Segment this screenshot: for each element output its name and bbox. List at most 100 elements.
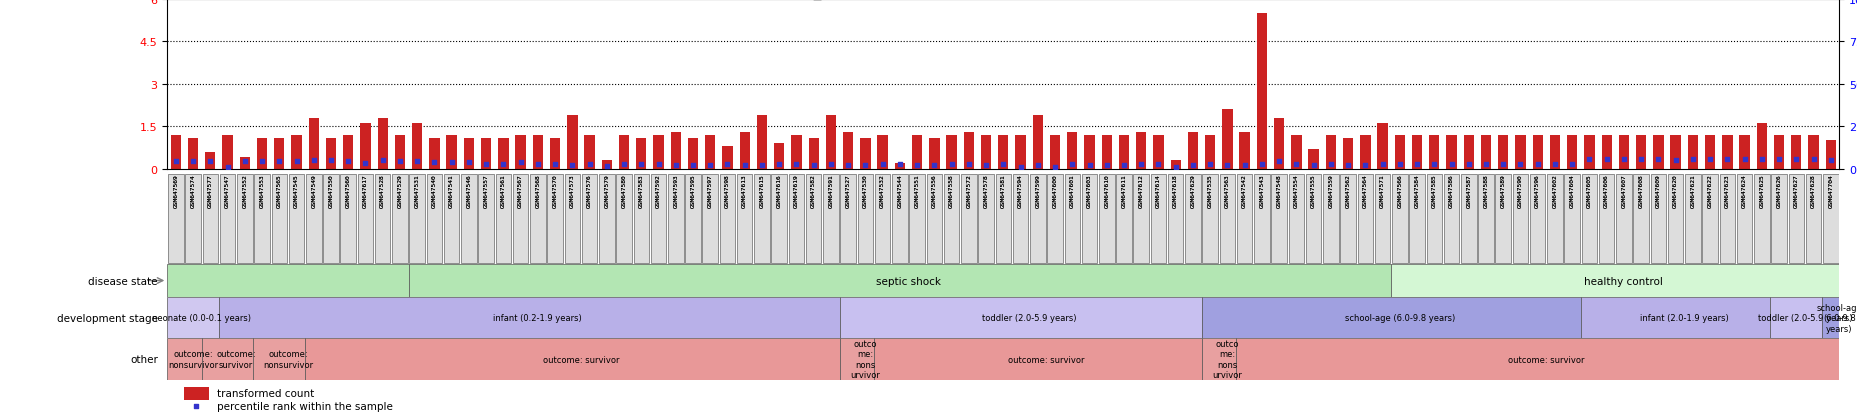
Bar xyxy=(219,297,839,339)
Point xyxy=(1539,162,1569,169)
Text: GSM647588: GSM647588 xyxy=(1482,174,1487,208)
Point xyxy=(1712,157,1742,163)
Point xyxy=(1161,164,1190,171)
FancyBboxPatch shape xyxy=(617,175,631,263)
Text: GSM647577: GSM647577 xyxy=(208,174,214,208)
FancyBboxPatch shape xyxy=(1599,175,1614,263)
Text: GSM647543: GSM647543 xyxy=(1259,174,1265,208)
Text: outco
me:
nons
urvivor: outco me: nons urvivor xyxy=(851,339,880,380)
Text: GSM647629: GSM647629 xyxy=(1190,174,1194,208)
Text: GSM647541: GSM647541 xyxy=(449,174,453,208)
Point xyxy=(1781,156,1811,163)
Text: GSM647585: GSM647585 xyxy=(1432,174,1435,208)
Text: GSM647546: GSM647546 xyxy=(466,174,472,208)
Text: GSM647589: GSM647589 xyxy=(1500,174,1504,208)
Bar xyxy=(223,135,232,169)
FancyBboxPatch shape xyxy=(1770,175,1786,263)
Text: GSM647556: GSM647556 xyxy=(932,174,936,208)
FancyBboxPatch shape xyxy=(1478,175,1493,263)
Bar xyxy=(602,161,611,169)
Bar xyxy=(344,135,353,169)
Point xyxy=(1125,161,1155,168)
FancyBboxPatch shape xyxy=(1720,175,1734,263)
FancyBboxPatch shape xyxy=(823,175,838,263)
Bar xyxy=(377,119,388,169)
Bar xyxy=(1822,297,1838,339)
Text: GSM647578: GSM647578 xyxy=(982,174,988,208)
Bar xyxy=(756,116,767,169)
Text: GSM647586: GSM647586 xyxy=(1448,174,1454,208)
Text: GSM647562: GSM647562 xyxy=(1344,174,1350,208)
Text: GSM647571: GSM647571 xyxy=(1380,174,1383,208)
Bar xyxy=(325,138,336,169)
Bar xyxy=(654,135,663,169)
Point xyxy=(522,162,552,169)
Point xyxy=(919,162,949,169)
Point xyxy=(971,162,1001,169)
Point xyxy=(1523,162,1552,169)
FancyBboxPatch shape xyxy=(1632,175,1647,263)
Text: GSM647573: GSM647573 xyxy=(570,174,574,208)
FancyBboxPatch shape xyxy=(1426,175,1441,263)
Text: GSM647612: GSM647612 xyxy=(1138,174,1144,208)
Point xyxy=(1298,162,1328,169)
Point xyxy=(1660,157,1690,164)
FancyBboxPatch shape xyxy=(1116,175,1131,263)
Text: GSM647591: GSM647591 xyxy=(828,174,834,208)
Point xyxy=(1246,161,1276,168)
Text: outcome: survivor: outcome: survivor xyxy=(542,355,618,364)
Point xyxy=(436,159,466,166)
FancyBboxPatch shape xyxy=(737,175,752,263)
FancyBboxPatch shape xyxy=(427,175,442,263)
Text: GSM647610: GSM647610 xyxy=(1103,174,1109,208)
FancyBboxPatch shape xyxy=(1218,175,1235,263)
Text: GSM647601: GSM647601 xyxy=(1070,174,1073,208)
Text: GSM647604: GSM647604 xyxy=(1569,174,1575,208)
Bar xyxy=(1721,135,1731,169)
Point xyxy=(332,158,362,165)
Text: GSM647552: GSM647552 xyxy=(241,174,247,208)
Bar xyxy=(240,158,251,169)
Point xyxy=(557,162,587,169)
FancyBboxPatch shape xyxy=(1305,175,1320,263)
Text: GSM647608: GSM647608 xyxy=(1638,174,1643,208)
Text: GSM647563: GSM647563 xyxy=(1224,174,1229,208)
Text: GSM647621: GSM647621 xyxy=(1690,174,1694,208)
Point xyxy=(1435,162,1465,169)
FancyBboxPatch shape xyxy=(340,175,357,263)
FancyBboxPatch shape xyxy=(669,175,683,263)
Text: GSM647596: GSM647596 xyxy=(1534,174,1539,208)
Point xyxy=(1005,164,1034,171)
FancyBboxPatch shape xyxy=(496,175,511,263)
Text: GSM647548: GSM647548 xyxy=(1276,174,1281,208)
Point xyxy=(661,162,691,169)
Text: GSM647622: GSM647622 xyxy=(1707,174,1712,208)
Text: GSM647528: GSM647528 xyxy=(381,174,384,208)
Bar xyxy=(1395,135,1404,169)
Bar xyxy=(1391,264,1838,297)
Text: GSM647547: GSM647547 xyxy=(225,174,230,208)
FancyBboxPatch shape xyxy=(271,175,286,263)
Point xyxy=(247,159,277,165)
FancyBboxPatch shape xyxy=(633,175,648,263)
FancyBboxPatch shape xyxy=(1528,175,1545,263)
FancyBboxPatch shape xyxy=(1374,175,1389,263)
Bar xyxy=(305,339,839,380)
FancyBboxPatch shape xyxy=(891,175,908,263)
Text: GSM647592: GSM647592 xyxy=(656,174,661,208)
Bar xyxy=(1014,135,1025,169)
Point xyxy=(540,161,570,168)
Point xyxy=(832,162,862,169)
FancyBboxPatch shape xyxy=(444,175,459,263)
Text: septic shock: septic shock xyxy=(875,276,940,286)
Point xyxy=(1177,162,1207,169)
Bar xyxy=(1601,135,1612,169)
Text: infant (0.2-1.9 years): infant (0.2-1.9 years) xyxy=(494,313,581,323)
Text: GSM647611: GSM647611 xyxy=(1122,174,1125,208)
Text: GSM647587: GSM647587 xyxy=(1465,174,1471,208)
Point xyxy=(1144,162,1174,169)
FancyBboxPatch shape xyxy=(1805,175,1820,263)
Text: GSM647541: GSM647541 xyxy=(449,174,453,208)
FancyBboxPatch shape xyxy=(1289,175,1304,263)
FancyBboxPatch shape xyxy=(1649,175,1666,263)
